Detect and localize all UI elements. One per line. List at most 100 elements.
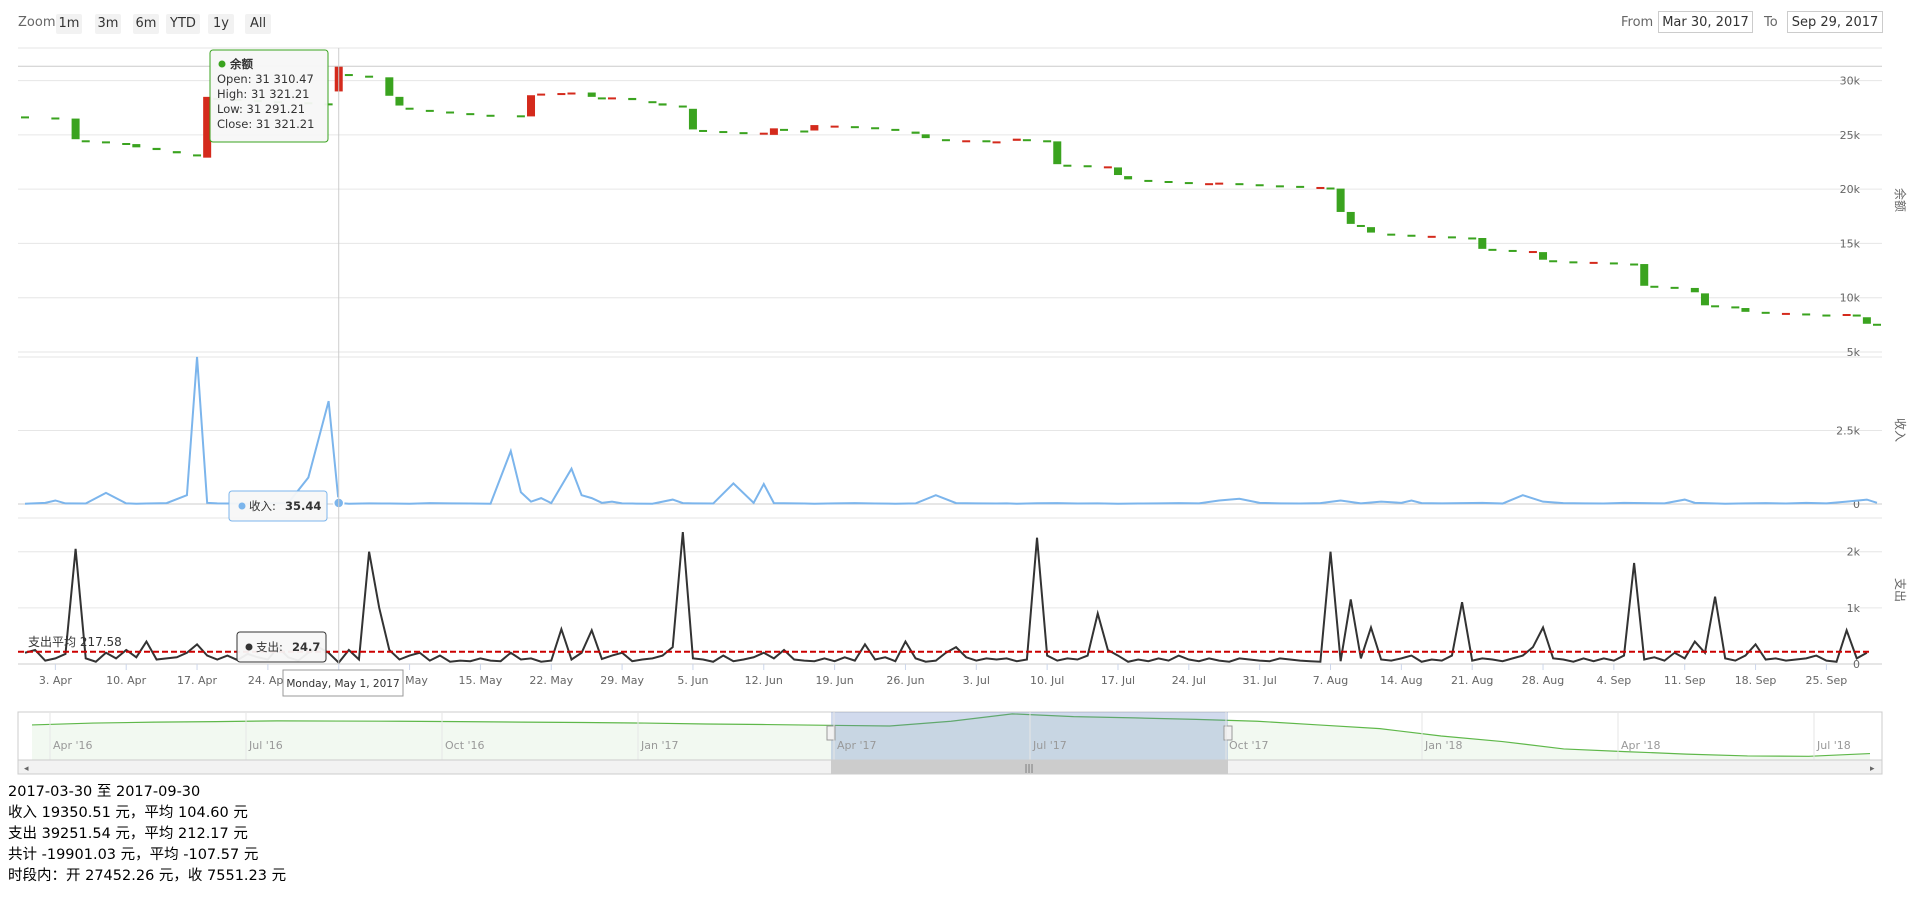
candle: [1205, 183, 1214, 186]
to-label: To: [1764, 15, 1778, 30]
candle: [1852, 314, 1861, 317]
x-tick-label: 31. Jul: [1243, 674, 1277, 687]
navigator-tick-label: Jan '17: [640, 739, 678, 752]
tooltip-box: [236, 631, 327, 663]
navigator-line: [31, 713, 1871, 757]
candle: [769, 128, 778, 135]
navigator-tick-label: Oct '16: [445, 739, 485, 752]
candle: [1235, 183, 1244, 186]
candle: [597, 97, 606, 100]
candle: [152, 147, 161, 151]
average-label: 支出平均 217.58: [28, 635, 122, 649]
tooltip-title: 余额: [229, 57, 253, 71]
x-tick-label: 18. Sep: [1735, 674, 1777, 687]
candle: [193, 154, 202, 157]
candle: [132, 144, 141, 148]
candle: [122, 143, 131, 145]
candle: [1012, 138, 1021, 141]
candle: [203, 96, 212, 158]
candle: [1083, 165, 1092, 168]
candle: [1387, 233, 1396, 236]
candle: [21, 116, 29, 119]
navigator-tick-label: Apr '17: [837, 739, 877, 752]
candle: [800, 130, 809, 133]
candle: [1781, 312, 1790, 315]
zoom-1y-button[interactable]: 1y: [208, 14, 234, 34]
x-tick-label: 25. Sep: [1806, 674, 1848, 687]
candle: [1731, 306, 1740, 309]
zoom-all-button[interactable]: All: [245, 14, 271, 34]
summary-total: 共计 -19901.03 元，平均 -107.57 元: [8, 847, 259, 863]
candle: [567, 92, 576, 95]
navigator-tick-label: Jul '18: [1816, 739, 1851, 752]
x-tick-label: 24. Jul: [1172, 674, 1206, 687]
candle: [385, 77, 394, 96]
candle: [324, 103, 333, 106]
tooltip-open: Open: 31 310.47: [217, 72, 314, 86]
x-tick-label: 22. May: [529, 674, 573, 687]
navigator-handle: [1223, 725, 1233, 741]
candle: [1366, 227, 1375, 233]
candle: [1539, 252, 1548, 260]
candle: [537, 93, 546, 96]
candle: [51, 117, 60, 120]
summary-expense: 支出 39251.54 元，平均 212.17 元: [8, 826, 248, 842]
candle: [962, 140, 971, 143]
candle: [557, 93, 566, 96]
x-tick-label: 21. Aug: [1451, 674, 1493, 687]
x-tick-label: 15. May: [459, 674, 503, 687]
candle: [1124, 176, 1133, 180]
y-tick-label: 2k: [1847, 546, 1861, 559]
zoom-6m-button[interactable]: 6m: [133, 14, 159, 34]
tooltip-income-label: 收入:: [249, 499, 276, 513]
navigator-tick-label: Apr '16: [53, 739, 93, 752]
candle: [1488, 248, 1497, 251]
x-tick-label: 17. Apr: [177, 674, 217, 687]
candle: [1053, 141, 1062, 165]
navigator-tick-label: Oct '17: [1229, 739, 1269, 752]
candle: [1184, 182, 1193, 185]
tooltip-low: Low: 31 291.21: [217, 102, 305, 116]
x-tick-label: 4. Sep: [1597, 674, 1632, 687]
x-tick-label: 26. Jun: [886, 674, 924, 687]
candle: [1113, 167, 1122, 176]
candle: [648, 101, 657, 104]
zoom-ytd-button[interactable]: YTD: [166, 14, 200, 34]
to-date-input[interactable]: Sep 29, 2017: [1787, 11, 1883, 33]
expense-tooltip: 支出: 24.7: [236, 631, 327, 663]
candle: [1630, 263, 1639, 266]
candle: [1478, 238, 1487, 249]
candle: [911, 131, 920, 134]
x-tick-label: 5. Jun: [677, 674, 708, 687]
candle: [101, 141, 110, 144]
y-tick-label: 0: [1853, 658, 1860, 671]
y-tick-label: 15k: [1840, 237, 1861, 250]
candle: [871, 127, 880, 130]
candle: [1164, 181, 1173, 183]
y-tick-label: 25k: [1840, 129, 1861, 142]
candle: [719, 131, 728, 134]
candle: [658, 103, 667, 106]
tooltip-income-value: 35.44: [285, 499, 321, 513]
navigator-frame: [17, 711, 1883, 761]
candle: [1326, 187, 1335, 190]
candle: [1842, 314, 1851, 316]
candle: [628, 97, 637, 101]
candle: [1215, 182, 1224, 185]
summary-income: 收入 19350.51 元，平均 104.60 元: [8, 805, 248, 821]
zoom-3m-button[interactable]: 3m: [95, 14, 121, 34]
candle: [1822, 314, 1831, 317]
from-date-input[interactable]: Mar 30, 2017: [1658, 11, 1753, 33]
x-tick-label: 11. Sep: [1664, 674, 1706, 687]
from-label: From: [1621, 15, 1654, 30]
x-tick-label: 7. Aug: [1313, 674, 1348, 687]
zoom-1m-button[interactable]: 1m: [56, 14, 82, 34]
range-selector: Zoom 1m 3m 6m YTD 1y All From Mar 30, 20…: [0, 0, 1920, 44]
candle: [921, 134, 930, 139]
candle: [1447, 236, 1456, 239]
candle: [780, 128, 789, 131]
candle: [1690, 287, 1699, 293]
tooltip-expense-value: 24.7: [292, 640, 320, 654]
candle: [395, 96, 404, 106]
